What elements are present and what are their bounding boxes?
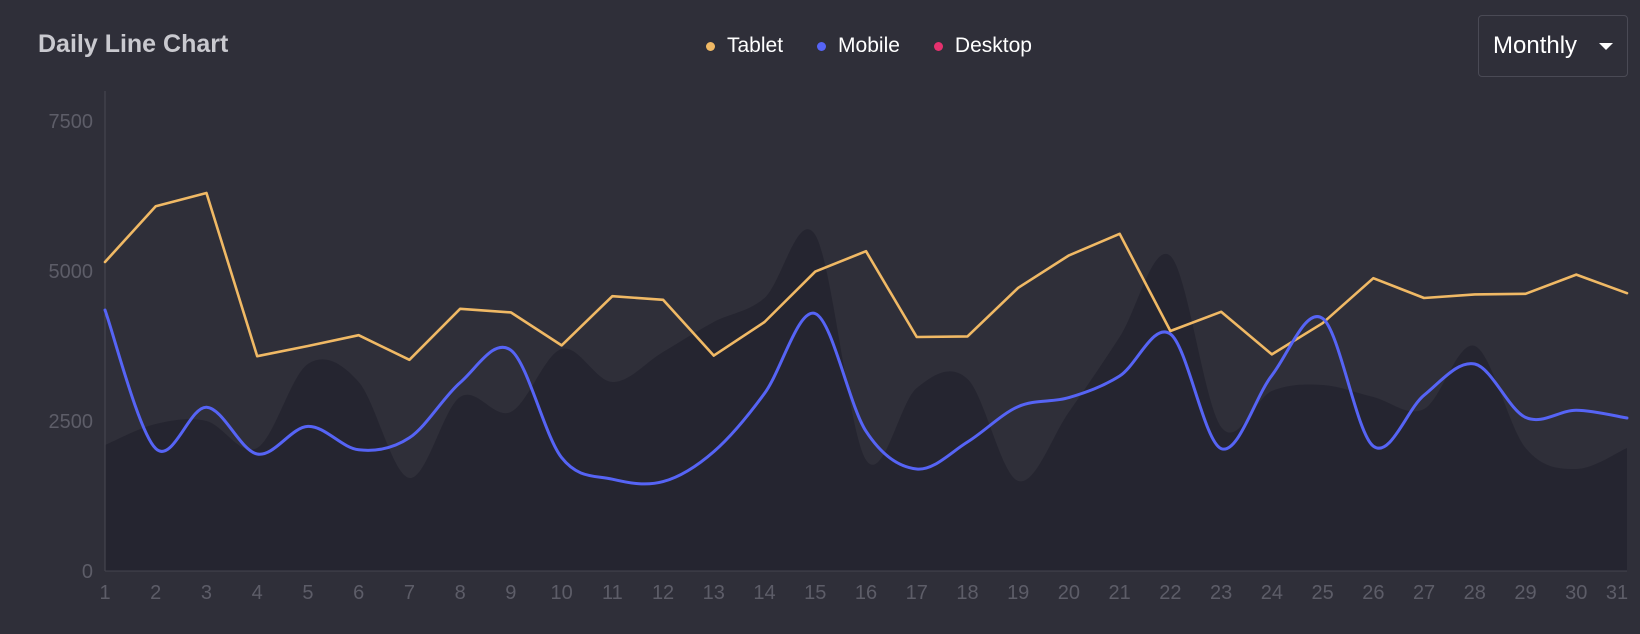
x-tick-label: 28 — [1464, 582, 1486, 604]
x-tick-label: 3 — [201, 582, 212, 604]
x-tick-label: 7 — [404, 582, 415, 604]
x-tick-label: 6 — [353, 582, 364, 604]
x-tick-label: 1 — [99, 582, 110, 604]
x-tick-label: 12 — [652, 582, 674, 604]
legend-dot-desktop — [933, 41, 943, 51]
legend-item-desktop[interactable]: Desktop — [933, 34, 1032, 58]
x-tick-label: 20 — [1058, 582, 1080, 604]
chart-legend: Tablet Mobile Desktop — [706, 34, 1032, 58]
x-tick-label: 10 — [550, 582, 572, 604]
series-line-tablet — [103, 191, 1629, 362]
x-tick-label: 8 — [455, 582, 466, 604]
x-tick-label: 18 — [956, 582, 978, 604]
x-tick-label: 21 — [1109, 582, 1131, 604]
legend-label-desktop: Desktop — [954, 34, 1032, 57]
x-tick-label: 24 — [1261, 582, 1283, 604]
y-tick-label: 5000 — [49, 261, 94, 283]
x-tick-label: 27 — [1413, 582, 1435, 604]
x-tick-label: 23 — [1210, 582, 1232, 604]
x-tick-label: 25 — [1311, 582, 1333, 604]
series-area-desktop — [105, 229, 1627, 571]
x-tick-label: 19 — [1007, 582, 1029, 604]
chevron-down-icon — [1599, 43, 1613, 50]
x-tick-label: 17 — [906, 582, 928, 604]
y-tick-label: 7500 — [49, 111, 94, 133]
x-tick-label: 31 — [1606, 582, 1628, 604]
legend-item-mobile[interactable]: Mobile — [817, 34, 900, 58]
x-tick-label: 9 — [505, 582, 516, 604]
x-tick-label: 22 — [1159, 582, 1181, 604]
chart-title: Daily Line Chart — [38, 30, 229, 58]
x-tick-label: 5 — [302, 582, 313, 604]
x-tick-label: 4 — [252, 582, 263, 604]
x-tick-label: 26 — [1362, 582, 1384, 604]
x-tick-label: 16 — [855, 582, 877, 604]
x-tick-label: 13 — [703, 582, 725, 604]
series-line-mobile — [103, 308, 1629, 486]
y-tick-label: 2500 — [49, 411, 94, 433]
legend-label-mobile: Mobile — [838, 34, 900, 57]
y-tick-label: 0 — [82, 561, 93, 583]
legend-item-tablet[interactable]: Tablet — [706, 34, 783, 58]
x-tick-label: 14 — [753, 582, 775, 604]
legend-dot-mobile — [817, 41, 827, 51]
x-tick-label: 2 — [150, 582, 161, 604]
period-dropdown-value: Monthly — [1493, 32, 1578, 59]
x-tick-label: 11 — [602, 582, 623, 604]
period-dropdown[interactable]: Monthly — [1478, 15, 1628, 77]
x-tick-label: 29 — [1514, 582, 1536, 604]
legend-label-tablet: Tablet — [727, 34, 784, 57]
legend-dot-tablet — [706, 41, 715, 51]
x-tick-label: 15 — [804, 582, 826, 604]
x-tick-label: 30 — [1565, 582, 1587, 604]
